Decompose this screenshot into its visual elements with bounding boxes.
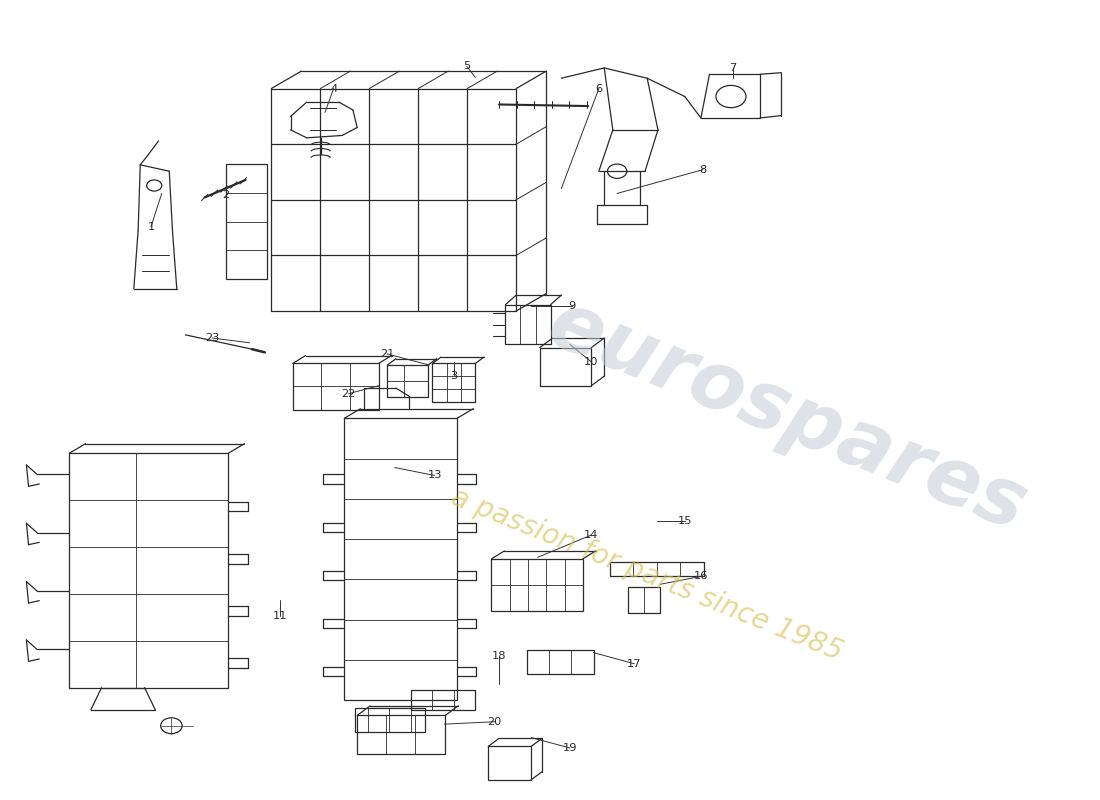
Text: 19: 19 <box>562 743 578 753</box>
Text: 23: 23 <box>205 333 219 343</box>
Text: eurospares: eurospares <box>537 284 1037 547</box>
Bar <box>540 347 592 386</box>
Bar <box>411 690 475 710</box>
Bar <box>492 559 583 610</box>
Text: 14: 14 <box>584 530 598 540</box>
Bar <box>69 454 229 687</box>
Bar <box>227 164 267 279</box>
Bar <box>358 715 446 754</box>
Text: 8: 8 <box>700 165 706 174</box>
Text: 6: 6 <box>595 83 603 94</box>
Text: 5: 5 <box>463 62 471 71</box>
Text: 4: 4 <box>330 83 337 94</box>
Bar <box>432 363 475 402</box>
Text: 22: 22 <box>341 389 355 398</box>
Text: 21: 21 <box>381 349 395 359</box>
Text: 2: 2 <box>222 190 230 200</box>
Text: a passion for parts since 1985: a passion for parts since 1985 <box>448 483 847 666</box>
Bar <box>387 365 428 397</box>
Text: 15: 15 <box>678 516 692 526</box>
Text: 3: 3 <box>450 371 458 381</box>
Text: 16: 16 <box>694 571 708 582</box>
Bar <box>527 650 594 674</box>
Text: 1: 1 <box>147 222 155 232</box>
Bar <box>488 746 531 780</box>
Text: 7: 7 <box>729 63 737 73</box>
Bar <box>505 305 550 344</box>
Text: 18: 18 <box>492 651 506 661</box>
Text: 20: 20 <box>487 717 502 726</box>
Text: 9: 9 <box>569 302 575 311</box>
Bar <box>293 363 378 410</box>
Bar <box>609 562 704 576</box>
Bar <box>344 418 458 700</box>
Bar <box>355 708 425 732</box>
Text: 11: 11 <box>273 611 287 621</box>
Text: 10: 10 <box>584 357 598 367</box>
Text: 17: 17 <box>627 658 641 669</box>
Text: 13: 13 <box>427 470 442 481</box>
Bar <box>628 587 660 613</box>
